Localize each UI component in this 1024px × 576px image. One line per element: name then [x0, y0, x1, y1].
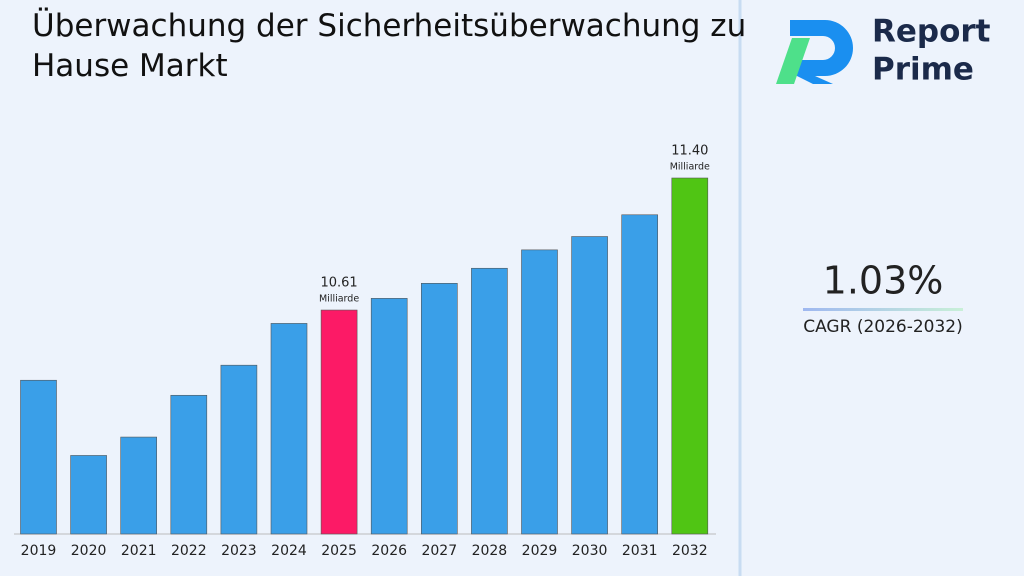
bar: [471, 267, 508, 535]
x-tick-label: 2021: [121, 543, 157, 559]
logo-text: Report: [872, 14, 991, 50]
x-tick-label: 2029: [522, 543, 558, 559]
x-tick-label: 2028: [472, 543, 508, 559]
bar: [671, 177, 709, 535]
x-tick-label: 2024: [271, 543, 307, 559]
x-tick-label: 2025: [321, 543, 357, 559]
bar: [571, 236, 608, 535]
bar: [621, 214, 659, 535]
chart-title: Überwachung der Sicherheitsüberwachung z…: [32, 8, 747, 84]
value-unit: Milliarde: [319, 294, 359, 305]
cagr-value: 1.03%: [823, 259, 944, 303]
x-tick-label: 2019: [21, 543, 57, 559]
bar: [70, 455, 107, 535]
x-tick-label: 2023: [221, 543, 257, 559]
logo-text: Prime: [872, 52, 974, 88]
x-tick-label: 2031: [622, 543, 658, 559]
bar: [270, 323, 308, 535]
bar: [320, 309, 358, 535]
x-tick-label: 2026: [371, 543, 407, 559]
cagr-underline: [803, 308, 963, 311]
cagr-label: CAGR (2026-2032): [803, 317, 963, 337]
value-label: 11.40: [671, 144, 708, 159]
value-label: 10.61: [320, 276, 357, 291]
bar: [370, 298, 408, 535]
bar: [120, 436, 157, 535]
x-tick-label: 2030: [572, 543, 608, 559]
bar: [420, 283, 458, 535]
bar: [220, 364, 258, 535]
bar: [521, 249, 558, 535]
logo: Report Prime: [776, 14, 991, 88]
value-unit: Milliarde: [670, 162, 710, 173]
x-tick-label: 2020: [71, 543, 107, 559]
bar: [20, 379, 57, 535]
x-tick-label: 2027: [421, 543, 457, 559]
x-tick-label: 2022: [171, 543, 207, 559]
x-tick-label: 2032: [672, 543, 708, 559]
bar: [170, 394, 208, 535]
